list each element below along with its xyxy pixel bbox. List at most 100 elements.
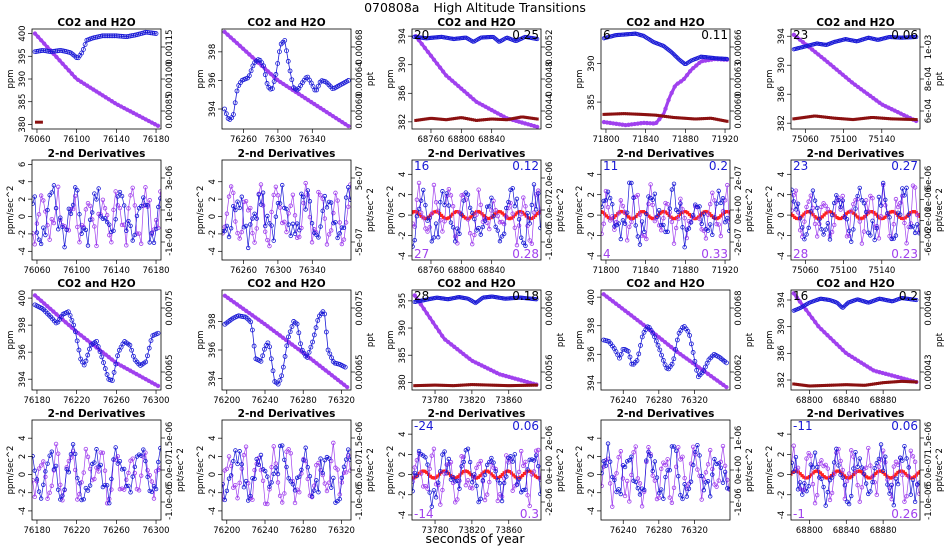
co2-derivative-point (318, 456, 323, 461)
third-derivative-point (883, 472, 887, 476)
y-tick-label: 2 (398, 192, 408, 197)
h2o-point (644, 120, 650, 126)
third-series-point (633, 112, 637, 116)
third-derivative-point (903, 216, 907, 220)
third-series-point (466, 117, 470, 121)
co2-derivative-point (705, 478, 711, 484)
co2-point (109, 378, 115, 383)
panel-frame (411, 289, 542, 391)
co2-point (236, 313, 242, 319)
third-derivative-point (811, 213, 815, 217)
h2o-point (503, 373, 509, 379)
h2o-point (155, 383, 161, 389)
h2o-derivative-point (465, 217, 471, 222)
h2o-derivative-point (158, 465, 161, 471)
y-tick-label: -4 (777, 252, 787, 260)
third-derivative-point (709, 214, 714, 218)
h2o-derivative-point (309, 240, 315, 245)
co2-point (701, 368, 707, 374)
third-derivative-point (693, 217, 697, 221)
third-series-point (794, 117, 798, 121)
third-series-point (839, 383, 843, 387)
third-derivative-point (848, 476, 852, 480)
co2-derivative-point (446, 456, 452, 462)
panel-frame (221, 159, 352, 261)
co2-derivative-line (412, 184, 541, 247)
h2o-point (97, 91, 102, 96)
third-derivative-point (835, 215, 839, 220)
h2o-derivative-point (714, 221, 719, 227)
third-series-point (529, 116, 533, 120)
co2-point (674, 337, 680, 343)
co2-derivative-point (147, 240, 152, 245)
third-derivative-point (872, 210, 876, 215)
h2o-derivative-point (75, 497, 80, 502)
co2-derivative-point (269, 223, 274, 228)
h2o-derivative-point (878, 457, 884, 462)
co2-derivative-point (710, 232, 715, 238)
h2o-derivative-point (671, 241, 677, 246)
x-tick-label: 76220 (63, 396, 90, 406)
co2-derivative-point (427, 215, 432, 221)
third-series-point (814, 114, 818, 118)
h2o-point (794, 295, 799, 300)
co2-derivative-point (115, 194, 120, 199)
co2-point (105, 33, 111, 39)
co2-point (120, 34, 126, 39)
third-derivative-point (864, 475, 869, 479)
h2o-point (895, 374, 901, 380)
h2o-point (525, 122, 531, 127)
co2-point (271, 79, 277, 84)
h2o-derivative-point (104, 501, 110, 506)
h2o-point (278, 79, 283, 85)
co2-derivative-point (429, 504, 434, 509)
co2-derivative-point (832, 460, 837, 465)
third-derivative-point (449, 214, 453, 218)
third-series-point (508, 384, 512, 388)
h2o-derivative-point (474, 212, 479, 217)
co2-derivative-point (311, 488, 317, 493)
y-axis-label: ppm (575, 69, 585, 88)
co2-derivative-point (256, 192, 262, 197)
co2-derivative-point (601, 204, 604, 210)
co2-derivative-point (487, 204, 492, 209)
co2-derivative-point (536, 191, 541, 196)
y2-tick-label: 6e-04 (924, 99, 934, 124)
h2o-derivative-point (265, 237, 270, 243)
co2-derivative-point (431, 488, 437, 493)
co2-derivative-point (642, 487, 647, 493)
co2-point (286, 334, 291, 340)
co2-derivative-point (612, 224, 617, 229)
co2-derivative-point (527, 221, 532, 226)
h2o-point (497, 372, 503, 377)
third-series-point (507, 117, 511, 121)
third-series-point (439, 383, 443, 387)
h2o-point (532, 123, 537, 129)
co2-derivative-point (339, 475, 345, 481)
third-derivative-point (485, 216, 490, 221)
h2o-point (626, 122, 631, 127)
y-tick-label: 394 (208, 101, 218, 117)
panel-title: 2-nd Derivatives (238, 408, 336, 420)
y2-axis-label: ppt/sec^2 (176, 448, 186, 492)
h2o-point (506, 374, 512, 380)
plot-area (412, 180, 541, 249)
h2o-point (94, 89, 99, 94)
co2-derivative-point (910, 224, 916, 229)
co2-derivative-point (652, 191, 658, 197)
third-series-point (822, 383, 826, 387)
co2-point (688, 341, 694, 347)
co2-derivative-point (846, 228, 852, 234)
h2o-point (862, 89, 867, 94)
third-series-point (865, 383, 869, 387)
co2-derivative-point (829, 212, 835, 218)
h2o-derivative-point (119, 486, 125, 491)
third-series-point (526, 383, 530, 387)
third-derivative-point (850, 210, 854, 214)
co2-derivative-point (226, 234, 232, 240)
co2-point (102, 366, 108, 371)
h2o-derivative-point (440, 229, 445, 234)
co2-derivative-point (73, 185, 78, 190)
co2-point (117, 33, 123, 39)
h2o-point (78, 333, 84, 338)
